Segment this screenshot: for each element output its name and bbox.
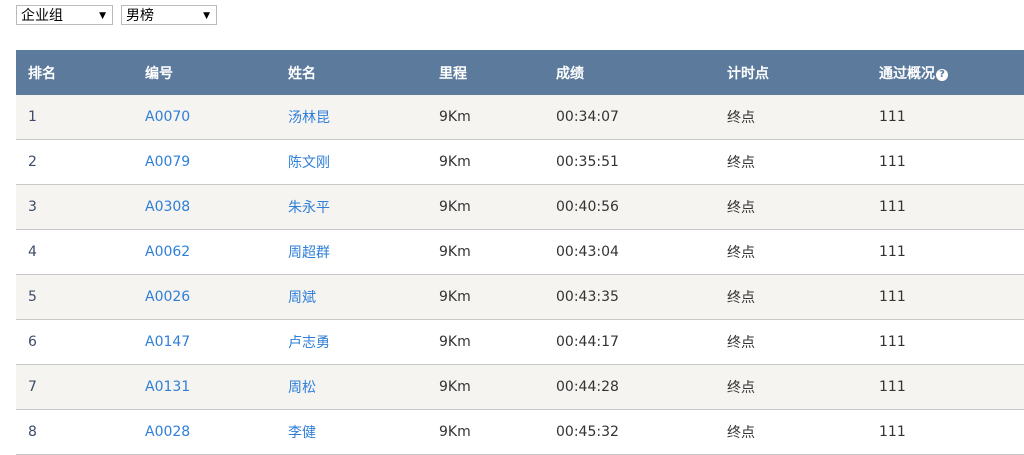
- cell-distance: 9Km: [427, 274, 544, 320]
- cell-rank: 6: [16, 319, 133, 365]
- runner-number-link[interactable]: A0079: [145, 154, 191, 170]
- header-distance: 里程: [427, 50, 544, 95]
- header-name: 姓名: [276, 50, 427, 95]
- cell-distance: 9Km: [427, 229, 544, 275]
- dropdown-arrow-icon: ▼: [203, 11, 210, 21]
- cell-rank: 3: [16, 184, 133, 230]
- cell-pass-status: 111: [867, 274, 1024, 320]
- table-row: 5 A0026 周斌 9Km 00:43:35 终点 111: [16, 274, 1024, 320]
- header-result: 成绩: [544, 50, 715, 95]
- cell-pass-status: 111: [867, 364, 1024, 410]
- cell-checkpoint: 终点: [715, 409, 867, 455]
- cell-name: 周超群: [276, 229, 427, 275]
- cell-name: 周斌: [276, 274, 427, 320]
- header-number: 编号: [133, 50, 276, 95]
- cell-name: 周松: [276, 364, 427, 410]
- gender-select[interactable]: 男榜 ▼: [121, 5, 217, 25]
- cell-result: 00:35:51: [544, 139, 715, 185]
- cell-checkpoint: 终点: [715, 95, 867, 140]
- cell-number: A0070: [133, 95, 276, 140]
- cell-name: 卢志勇: [276, 319, 427, 365]
- cell-checkpoint: 终点: [715, 229, 867, 275]
- cell-pass-status: 111: [867, 184, 1024, 230]
- cell-rank: 5: [16, 274, 133, 320]
- runner-number-link[interactable]: A0062: [145, 244, 191, 260]
- cell-rank: 4: [16, 229, 133, 275]
- runner-number-link[interactable]: A0147: [145, 334, 191, 350]
- cell-checkpoint: 终点: [715, 274, 867, 320]
- runner-number-link[interactable]: A0028: [145, 424, 191, 440]
- runner-name-link[interactable]: 周松: [288, 380, 316, 396]
- table-header-row: 排名 编号 姓名 里程 成绩 计时点 通过概况?: [16, 50, 1024, 95]
- cell-result: 00:34:07: [544, 95, 715, 140]
- cell-name: 朱永平: [276, 184, 427, 230]
- cell-checkpoint: 终点: [715, 364, 867, 410]
- cell-number: A0147: [133, 319, 276, 365]
- cell-pass-status: 111: [867, 139, 1024, 185]
- cell-checkpoint: 终点: [715, 139, 867, 185]
- help-icon[interactable]: ?: [936, 68, 948, 81]
- cell-distance: 9Km: [427, 95, 544, 140]
- cell-pass-status: 111: [867, 229, 1024, 275]
- header-pass-status-label: 通过概况: [879, 65, 935, 82]
- cell-name: 汤林昆: [276, 95, 427, 140]
- runner-number-link[interactable]: A0026: [145, 289, 191, 305]
- cell-number: A0062: [133, 229, 276, 275]
- cell-result: 00:40:56: [544, 184, 715, 230]
- runner-name-link[interactable]: 汤林昆: [288, 110, 330, 126]
- runner-number-link[interactable]: A0308: [145, 199, 191, 215]
- cell-rank: 7: [16, 364, 133, 410]
- cell-name: 陈文刚: [276, 139, 427, 185]
- cell-pass-status: 111: [867, 319, 1024, 365]
- cell-result: 00:45:32: [544, 409, 715, 455]
- table-row: 6 A0147 卢志勇 9Km 00:44:17 终点 111: [16, 319, 1024, 365]
- cell-result: 00:43:04: [544, 229, 715, 275]
- cell-checkpoint: 终点: [715, 184, 867, 230]
- runner-number-link[interactable]: A0070: [145, 109, 191, 125]
- cell-rank: 8: [16, 409, 133, 455]
- cell-number: A0028: [133, 409, 276, 455]
- table-row: 3 A0308 朱永平 9Km 00:40:56 终点 111: [16, 184, 1024, 230]
- cell-rank: 1: [16, 95, 133, 140]
- table-row: 2 A0079 陈文刚 9Km 00:35:51 终点 111: [16, 139, 1024, 185]
- ranking-table: 排名 编号 姓名 里程 成绩 计时点 通过概况? 1 A0070 汤林昆 9Km 00:…: [16, 50, 1024, 455]
- cell-distance: 9Km: [427, 364, 544, 410]
- dropdown-arrow-icon: ▼: [99, 11, 106, 21]
- cell-result: 00:43:35: [544, 274, 715, 320]
- cell-rank: 2: [16, 139, 133, 185]
- cell-pass-status: 111: [867, 95, 1024, 140]
- table-row: 1 A0070 汤林昆 9Km 00:34:07 终点 111: [16, 95, 1024, 140]
- cell-number: A0131: [133, 364, 276, 410]
- table-row: 4 A0062 周超群 9Km 00:43:04 终点 111: [16, 229, 1024, 275]
- table-row: 7 A0131 周松 9Km 00:44:28 终点 111: [16, 364, 1024, 410]
- cell-checkpoint: 终点: [715, 319, 867, 365]
- group-select-value: 企业组: [21, 8, 63, 24]
- cell-number: A0079: [133, 139, 276, 185]
- header-pass-status: 通过概况?: [867, 50, 1024, 95]
- cell-distance: 9Km: [427, 139, 544, 185]
- cell-result: 00:44:17: [544, 319, 715, 365]
- runner-name-link[interactable]: 李健: [288, 425, 316, 441]
- cell-number: A0026: [133, 274, 276, 320]
- cell-distance: 9Km: [427, 184, 544, 230]
- header-checkpoint: 计时点: [715, 50, 867, 95]
- cell-distance: 9Km: [427, 409, 544, 455]
- cell-pass-status: 111: [867, 409, 1024, 455]
- cell-result: 00:44:28: [544, 364, 715, 410]
- runner-name-link[interactable]: 周超群: [288, 245, 330, 261]
- group-select[interactable]: 企业组 ▼: [16, 5, 113, 25]
- runner-name-link[interactable]: 周斌: [288, 290, 316, 306]
- cell-number: A0308: [133, 184, 276, 230]
- header-rank: 排名: [16, 50, 133, 95]
- runner-name-link[interactable]: 卢志勇: [288, 335, 330, 351]
- runner-name-link[interactable]: 陈文刚: [288, 155, 330, 171]
- cell-distance: 9Km: [427, 319, 544, 365]
- runner-name-link[interactable]: 朱永平: [288, 200, 330, 216]
- cell-name: 李健: [276, 409, 427, 455]
- table-row: 8 A0028 李健 9Km 00:45:32 终点 111: [16, 409, 1024, 455]
- runner-number-link[interactable]: A0131: [145, 379, 191, 395]
- gender-select-value: 男榜: [126, 8, 154, 24]
